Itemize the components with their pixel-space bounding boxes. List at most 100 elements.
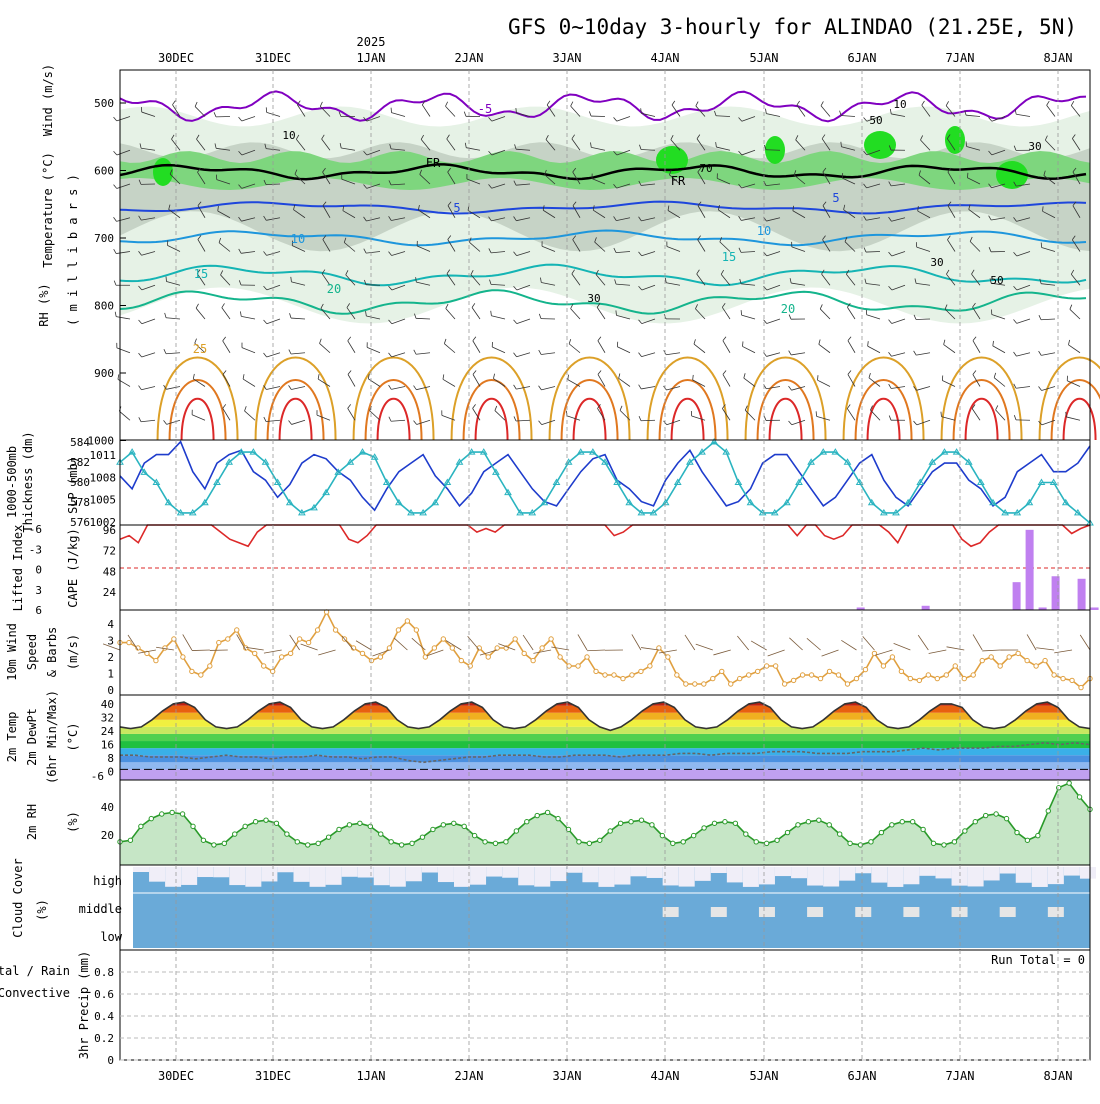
chart-title: GFS 0~10day 3-hourly for ALINDAO (21.25E… (508, 15, 1077, 39)
rh2m-line-point (1067, 781, 1071, 785)
wind-barb (944, 345, 955, 353)
upper-tick: 600 (94, 165, 114, 178)
wind-barb (848, 341, 855, 353)
thickness-tick-2: 1005 (90, 494, 117, 507)
cloud-gap-high (245, 867, 261, 887)
wind-barb-flag (245, 406, 247, 411)
rh2m-line-point (285, 832, 289, 836)
wind-barb-flag (290, 313, 291, 318)
wind10-barb (356, 641, 371, 650)
wind10-line-point (854, 676, 858, 680)
wind-barb (416, 353, 430, 354)
cloud-gap-high (1080, 867, 1096, 879)
wind10-line-point (181, 655, 185, 659)
wind10-line-point (208, 664, 212, 668)
cloud-gap-high (903, 867, 919, 884)
wind-barb-flag (318, 374, 319, 379)
wind-barb-flag (944, 340, 945, 345)
wind10-line-point (369, 658, 373, 662)
wind-barb (817, 416, 830, 420)
wind-barb (416, 318, 430, 319)
cloud-level: low (100, 930, 122, 944)
wind10-barb (863, 636, 875, 650)
wind-barb (445, 106, 455, 116)
temp2m-tick: 40 (101, 698, 114, 711)
wind-barb (491, 316, 505, 319)
rh2m-line-point (399, 843, 403, 847)
wind-barb (142, 353, 155, 357)
cloud-gap-mid (1000, 907, 1016, 917)
wind10-line-point (809, 673, 813, 677)
wind-barb-flag (619, 373, 620, 378)
cloud-gap-high (149, 867, 165, 882)
wind-barb (291, 387, 305, 390)
contour-35 (868, 399, 900, 440)
temp-band (120, 720, 1090, 727)
wind-barb-flag (222, 303, 225, 307)
wind-barb (267, 319, 280, 324)
wind-barb-flag (547, 101, 550, 105)
wind-barb-flag (264, 320, 267, 324)
cloud-gap-high (277, 867, 293, 872)
rh2m-line-point (671, 841, 675, 845)
wind-barb-flag (444, 339, 446, 344)
wind10-barb (947, 647, 965, 650)
wind-barb (692, 416, 705, 420)
wind-barb-flag (694, 339, 695, 344)
wind-barb-flag (789, 386, 792, 390)
cloud-gap-high (695, 867, 711, 881)
wind10-line-point (154, 658, 158, 662)
contour-label: 5 (453, 201, 460, 215)
wind-barb-flag (620, 406, 622, 411)
wind10-line-point (495, 646, 499, 650)
wind10-barb (412, 638, 426, 650)
wind-barb-flag (848, 371, 851, 375)
upper-ylabel-rh: RH (%) (37, 283, 51, 326)
temp2m-tick: 0 (107, 766, 114, 779)
contour-label: -5 (478, 102, 492, 116)
wind10-tick: 1 (107, 668, 114, 681)
cloud-gap-high (502, 867, 518, 878)
cloud-gap-high (711, 867, 727, 873)
cloud-gap-high (310, 867, 326, 887)
wind10-line-point (513, 637, 517, 641)
top-date-5JAN: 5JAN (750, 51, 779, 65)
rh2m-line-point (504, 840, 508, 844)
wind-barb-flag (114, 281, 116, 286)
wind-barb-flag (348, 337, 351, 341)
wind10-line-point (738, 676, 742, 680)
wind-barb (766, 353, 780, 357)
contour-label: 15 (722, 250, 736, 264)
wind-barb (141, 387, 155, 390)
wind-barb-flag (696, 102, 698, 106)
rh2m-line-point (848, 841, 852, 845)
wind-barb (243, 379, 255, 386)
cape-tick-0: 96 (103, 524, 116, 537)
rh2m-line-point (128, 838, 132, 842)
wind-barb-flag (514, 416, 516, 421)
wind10-line-point (486, 655, 490, 659)
rh2m-line-point (650, 823, 654, 827)
wind-barb (245, 411, 255, 420)
wind-barb (223, 374, 230, 386)
rh2m-line-point (931, 841, 935, 845)
wind10-line-point (684, 682, 688, 686)
rh2m-line-point (420, 835, 424, 839)
wind-barb-flag (996, 405, 998, 409)
wind10-barb (587, 650, 605, 651)
wind10-line-point (845, 682, 849, 686)
wind-barb-flag (589, 111, 591, 116)
rh2m-line-point (806, 820, 810, 824)
cloud-gap-high (133, 867, 149, 872)
temp-band (120, 713, 1090, 720)
wind10-line-point (729, 682, 733, 686)
wind-barb (617, 117, 630, 122)
wind-barb (222, 308, 230, 319)
wind-barb (223, 341, 230, 353)
rh2m-line-point (462, 824, 466, 828)
wind10-line-point (953, 664, 957, 668)
wind-barb-flag (264, 353, 267, 357)
wind10-line-point (226, 637, 230, 641)
wind10-line-point (818, 676, 822, 680)
precip-ylabel-2: Convective (0, 986, 70, 1000)
